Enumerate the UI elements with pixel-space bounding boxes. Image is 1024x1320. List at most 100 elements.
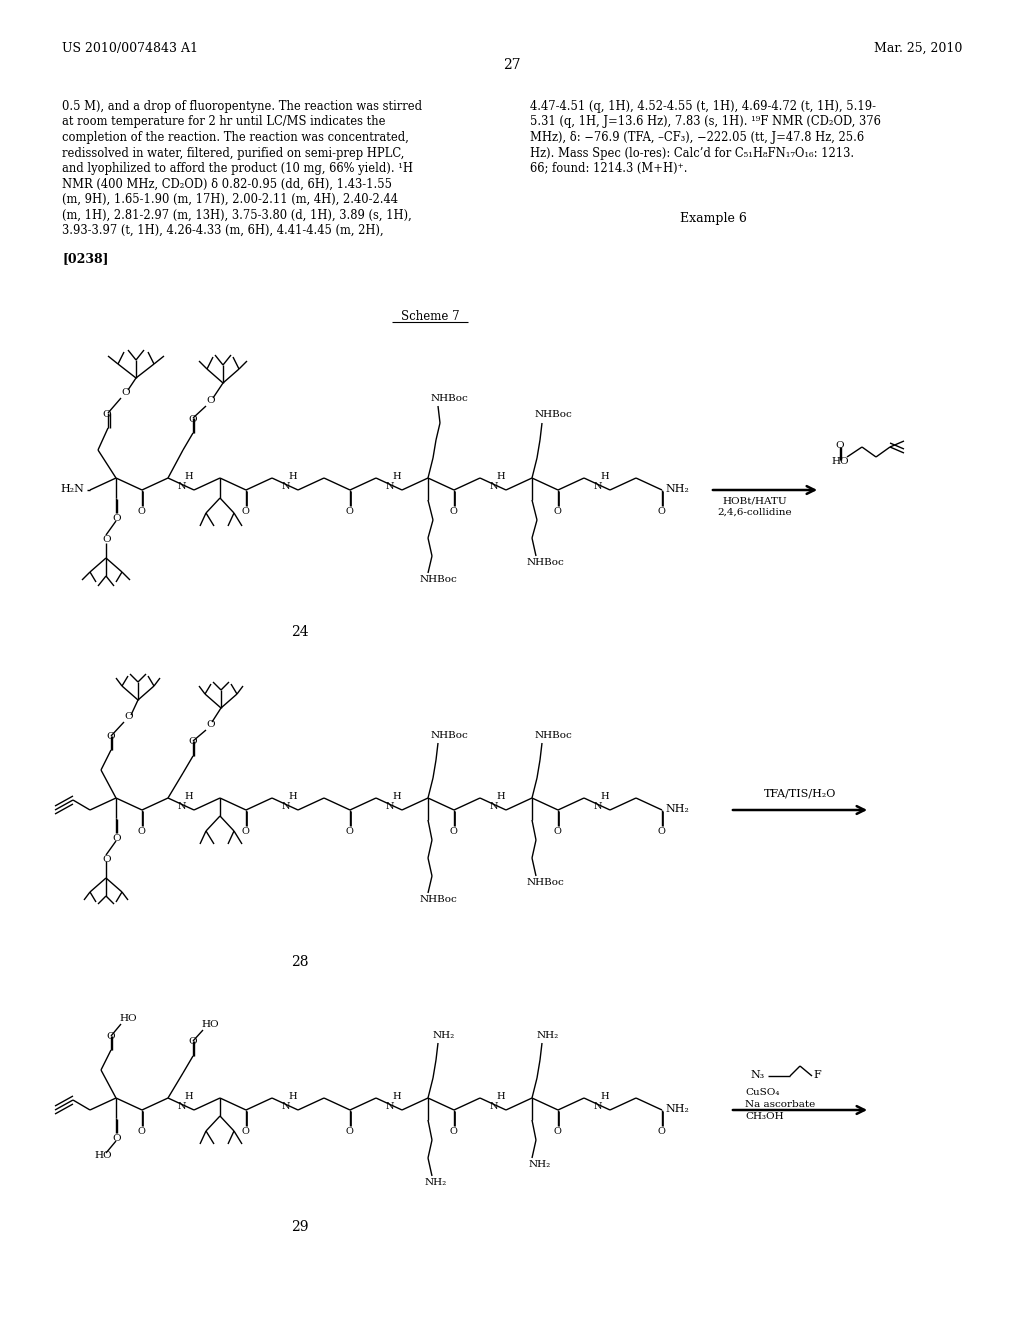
Text: completion of the reaction. The reaction was concentrated,: completion of the reaction. The reaction…: [62, 131, 409, 144]
Text: N: N: [594, 482, 602, 491]
Text: Example 6: Example 6: [680, 213, 746, 224]
Text: N: N: [490, 803, 499, 810]
Text: O: O: [658, 1127, 666, 1137]
Text: O: O: [242, 828, 250, 836]
Text: O: O: [242, 507, 250, 516]
Text: N₃: N₃: [750, 1071, 764, 1080]
Text: NHBoc: NHBoc: [535, 731, 572, 741]
Text: O: O: [102, 535, 111, 544]
Text: and lyophilized to afford the product (10 mg, 66% yield). ¹H: and lyophilized to afford the product (1…: [62, 162, 413, 176]
Text: H: H: [496, 792, 505, 801]
Text: O: O: [658, 507, 666, 516]
Text: Scheme 7: Scheme 7: [400, 310, 460, 323]
Text: NHBoc: NHBoc: [527, 878, 565, 887]
Text: at room temperature for 2 hr until LC/MS indicates the: at room temperature for 2 hr until LC/MS…: [62, 116, 385, 128]
Text: US 2010/0074843 A1: US 2010/0074843 A1: [62, 42, 198, 55]
Text: 27: 27: [503, 58, 521, 73]
Text: N: N: [386, 482, 394, 491]
Text: O: O: [346, 828, 354, 836]
Text: O: O: [188, 414, 197, 424]
Text: H: H: [496, 473, 505, 480]
Text: redissolved in water, filtered, purified on semi-prep HPLC,: redissolved in water, filtered, purified…: [62, 147, 404, 160]
Text: O: O: [102, 855, 111, 865]
Text: O: O: [554, 828, 562, 836]
Text: H: H: [392, 1092, 400, 1101]
Text: O: O: [450, 507, 458, 516]
Text: HO: HO: [94, 1151, 112, 1160]
Text: O: O: [836, 441, 845, 450]
Text: H: H: [288, 1092, 297, 1101]
Text: HO: HO: [201, 1020, 219, 1030]
Text: N: N: [282, 803, 291, 810]
Text: O: O: [106, 733, 115, 741]
Text: H: H: [496, 1092, 505, 1101]
Text: O: O: [112, 834, 121, 843]
Text: H: H: [288, 473, 297, 480]
Text: MHz), δ: −76.9 (TFA, –CF₃), −222.05 (tt, J=47.8 Hz, 25.6: MHz), δ: −76.9 (TFA, –CF₃), −222.05 (tt,…: [530, 131, 864, 144]
Text: O: O: [124, 711, 133, 721]
Text: NH₂: NH₂: [665, 1104, 689, 1114]
Text: N: N: [490, 1102, 499, 1111]
Text: N: N: [490, 482, 499, 491]
Text: N: N: [386, 1102, 394, 1111]
Text: O: O: [102, 411, 111, 418]
Text: O: O: [138, 507, 145, 516]
Text: H: H: [600, 792, 608, 801]
Text: H: H: [392, 792, 400, 801]
Text: O: O: [188, 1038, 197, 1045]
Text: O: O: [121, 388, 130, 397]
Text: HO: HO: [831, 457, 849, 466]
Text: NHBoc: NHBoc: [420, 895, 458, 904]
Text: N: N: [178, 482, 186, 491]
Text: [0238]: [0238]: [62, 252, 109, 265]
Text: 24: 24: [291, 624, 309, 639]
Text: O: O: [188, 737, 197, 746]
Text: O: O: [106, 1032, 115, 1041]
Text: O: O: [346, 1127, 354, 1137]
Text: O: O: [450, 828, 458, 836]
Text: O: O: [112, 1134, 121, 1143]
Text: NHBoc: NHBoc: [431, 393, 469, 403]
Text: N: N: [282, 1102, 291, 1111]
Text: N: N: [282, 482, 291, 491]
Text: O: O: [346, 507, 354, 516]
Text: H₂N: H₂N: [60, 484, 84, 494]
Text: O: O: [554, 507, 562, 516]
Text: CuSO₄: CuSO₄: [745, 1088, 779, 1097]
Text: NHBoc: NHBoc: [431, 731, 469, 741]
Text: O: O: [206, 396, 215, 405]
Text: Na ascorbate: Na ascorbate: [745, 1100, 815, 1109]
Text: NHBoc: NHBoc: [527, 558, 565, 568]
Text: 28: 28: [291, 954, 309, 969]
Text: 3.93-3.97 (t, 1H), 4.26-4.33 (m, 6H), 4.41-4.45 (m, 2H),: 3.93-3.97 (t, 1H), 4.26-4.33 (m, 6H), 4.…: [62, 224, 384, 238]
Text: O: O: [450, 1127, 458, 1137]
Text: 4.47-4.51 (q, 1H), 4.52-4.55 (t, 1H), 4.69-4.72 (t, 1H), 5.19-: 4.47-4.51 (q, 1H), 4.52-4.55 (t, 1H), 4.…: [530, 100, 876, 114]
Text: O: O: [554, 1127, 562, 1137]
Text: NHBoc: NHBoc: [420, 576, 458, 583]
Text: O: O: [242, 1127, 250, 1137]
Text: 5.31 (q, 1H, J=13.6 Hz), 7.83 (s, 1H). ¹⁹F NMR (CD₂OD, 376: 5.31 (q, 1H, J=13.6 Hz), 7.83 (s, 1H). ¹…: [530, 116, 881, 128]
Text: H: H: [392, 473, 400, 480]
Text: 0.5 M), and a drop of fluoropentyne. The reaction was stirred: 0.5 M), and a drop of fluoropentyne. The…: [62, 100, 422, 114]
Text: H: H: [184, 1092, 193, 1101]
Text: 2,4,6-collidine: 2,4,6-collidine: [718, 508, 793, 517]
Text: H: H: [600, 473, 608, 480]
Text: 66; found: 1214.3 (M+H)⁺.: 66; found: 1214.3 (M+H)⁺.: [530, 162, 687, 176]
Text: H: H: [600, 1092, 608, 1101]
Text: TFA/TIS/H₂O: TFA/TIS/H₂O: [764, 788, 837, 799]
Text: O: O: [112, 513, 121, 523]
Text: 29: 29: [291, 1220, 309, 1234]
Text: HO: HO: [119, 1014, 136, 1023]
Text: N: N: [594, 803, 602, 810]
Text: NH₂: NH₂: [425, 1177, 447, 1187]
Text: Mar. 25, 2010: Mar. 25, 2010: [873, 42, 962, 55]
Text: O: O: [138, 828, 145, 836]
Text: N: N: [178, 1102, 186, 1111]
Text: NMR (400 MHz, CD₂OD) δ 0.82-0.95 (dd, 6H), 1.43-1.55: NMR (400 MHz, CD₂OD) δ 0.82-0.95 (dd, 6H…: [62, 177, 392, 190]
Text: NHBoc: NHBoc: [535, 411, 572, 418]
Text: NH₂: NH₂: [433, 1031, 456, 1040]
Text: NH₂: NH₂: [665, 804, 689, 814]
Text: O: O: [658, 828, 666, 836]
Text: NH₂: NH₂: [665, 484, 689, 494]
Text: H: H: [184, 473, 193, 480]
